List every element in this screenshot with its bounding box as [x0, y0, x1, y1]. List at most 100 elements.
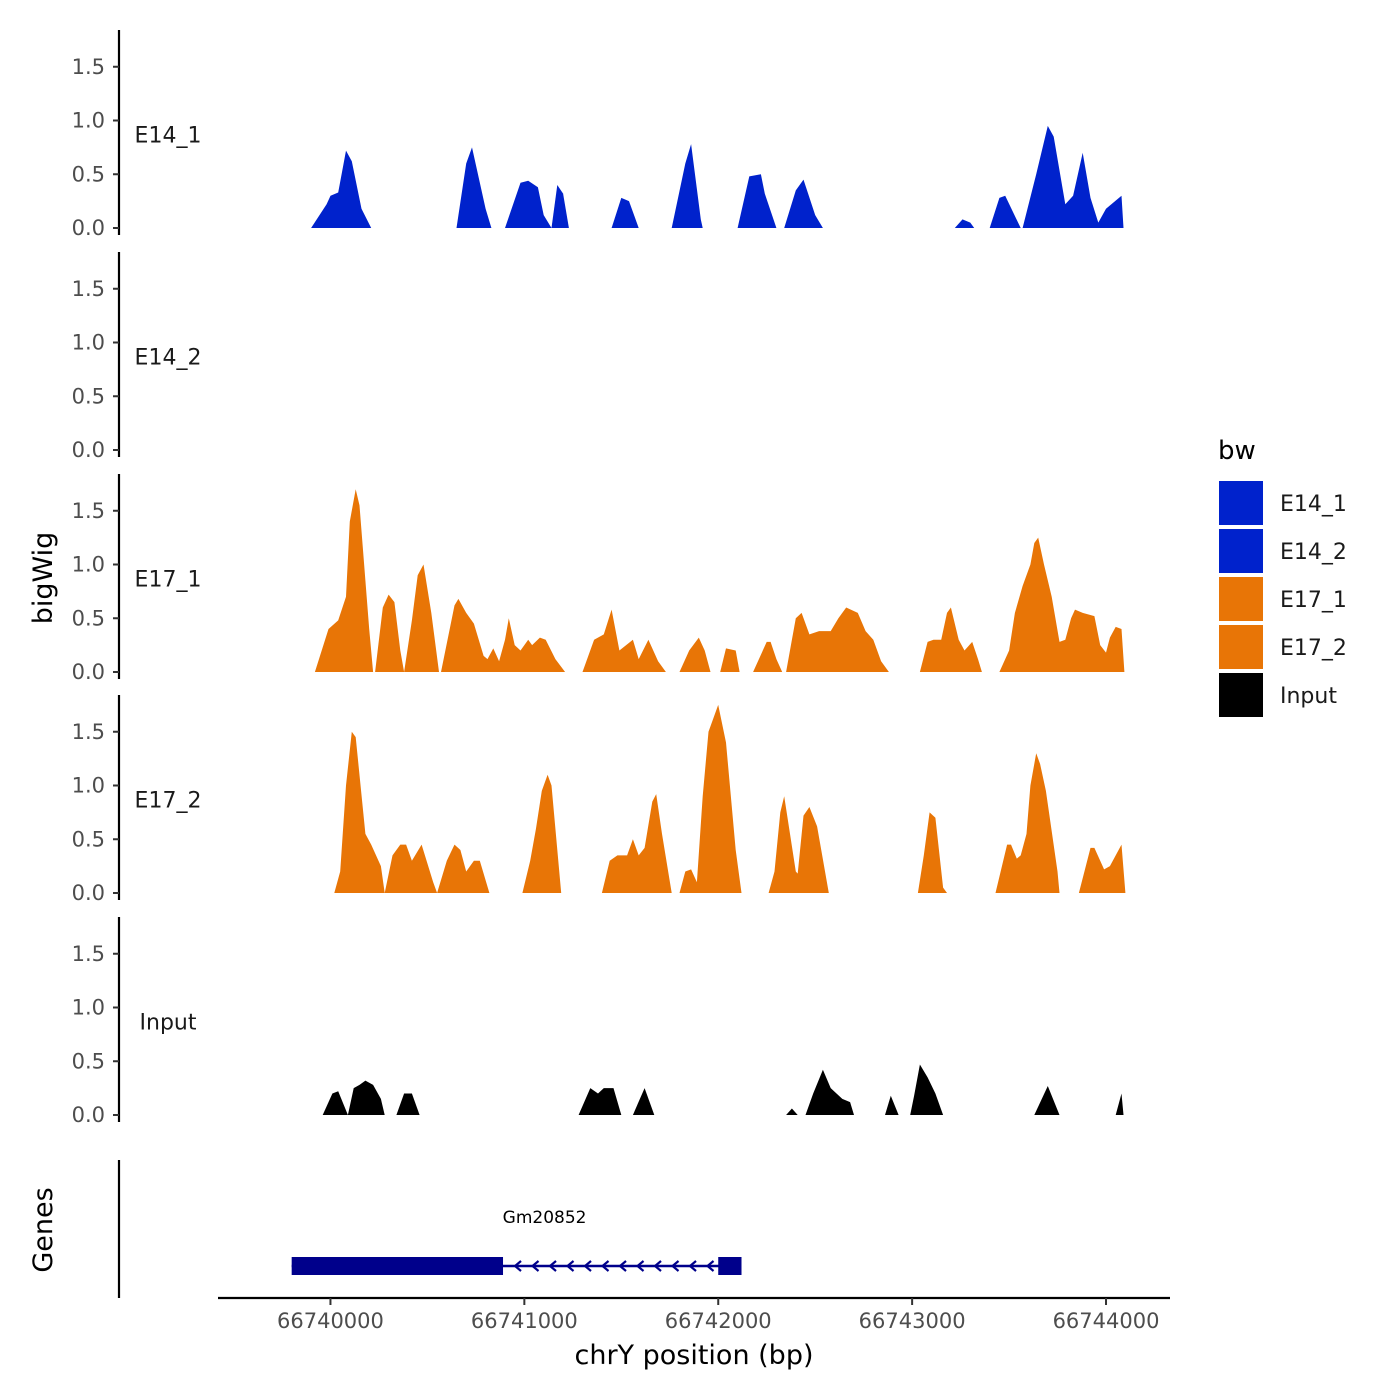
coverage-peak	[954, 219, 975, 228]
coverage-peak	[679, 704, 742, 893]
strand-arrow	[670, 1260, 680, 1272]
x-tick-label: 66743000	[859, 1309, 966, 1333]
coverage-peak	[334, 731, 385, 893]
strand-arrow	[705, 1260, 715, 1272]
coverage-peak	[1034, 1086, 1060, 1115]
legend-swatch	[1217, 671, 1265, 719]
coverage-peak	[1022, 125, 1124, 228]
coverage-peak	[347, 1080, 385, 1115]
track-E14_1: 0.0 0.5 1.0 1.5 E14_1	[72, 30, 1124, 240]
strand-arrow	[618, 1260, 627, 1272]
strand-arrow	[583, 1260, 592, 1272]
gene-track: Gm20852	[117, 1160, 742, 1298]
track-label: E14_2	[135, 346, 202, 371]
y-tick-label: 1.5	[72, 499, 105, 523]
coverage-peak	[522, 774, 562, 893]
coverage-peak	[396, 1093, 420, 1115]
coverage-peak	[375, 594, 405, 672]
legend-label: Input	[1280, 684, 1337, 709]
legend-swatch	[1217, 527, 1265, 575]
coverage-peak	[995, 753, 1060, 893]
x-tick-label: 66741000	[471, 1309, 578, 1333]
coverage-peak	[611, 197, 639, 228]
coverage-peak	[919, 607, 982, 672]
strand-arrow	[513, 1260, 522, 1272]
legend-label: E14_2	[1280, 540, 1347, 565]
x-tick-label: 66744000	[1053, 1309, 1160, 1333]
y-tick-label: 1.0	[72, 109, 105, 133]
y-tick-label: 0.0	[72, 216, 105, 240]
coverage-peak	[456, 147, 492, 228]
strand-arrow	[635, 1260, 645, 1272]
coverage-peak	[753, 641, 783, 672]
legend-swatch	[1217, 623, 1265, 671]
coverage-peak	[314, 489, 374, 672]
track-label: E17_1	[135, 568, 202, 593]
track-Input: 0.0 0.5 1.0 1.5 Input	[72, 917, 1124, 1127]
strand-arrow	[530, 1260, 540, 1272]
gene-exon	[291, 1257, 504, 1275]
coverage-peak	[737, 174, 777, 228]
y-axis-title: bigWig	[28, 532, 59, 625]
coverage-peak	[885, 1095, 899, 1115]
y-tick-label: 1.5	[72, 720, 105, 744]
track-E14_2: 0.0 0.5 1.0 1.5 E14_2	[72, 252, 202, 462]
y-tick-label: 0.0	[72, 1103, 105, 1127]
legend-swatch	[1217, 479, 1265, 527]
coverage-peak	[437, 844, 490, 893]
track-E17_1: 0.0 0.5 1.0 1.5 E17_1	[72, 474, 1125, 684]
coverage-peak	[632, 1088, 655, 1115]
coverage-peak	[989, 195, 1021, 228]
y-tick-label: 0.5	[72, 606, 105, 630]
coverage-peak	[679, 637, 711, 672]
track-label: Input	[140, 1011, 197, 1036]
y-tick-label: 1.0	[72, 774, 105, 798]
coverage-peak	[786, 1108, 798, 1115]
y-tick-label: 1.0	[72, 996, 105, 1020]
strand-arrow	[688, 1260, 697, 1272]
track-label: E17_2	[135, 789, 202, 814]
strand-arrow	[548, 1260, 557, 1272]
strand-arrow	[653, 1260, 662, 1272]
coverage-peak	[404, 564, 439, 672]
y-tick-label: 1.5	[72, 277, 105, 301]
coverage-peak	[601, 794, 672, 893]
x-tick-label: 66742000	[665, 1309, 772, 1333]
coverage-peak	[720, 648, 740, 672]
y-tick-label: 0.5	[72, 827, 105, 851]
coverage-peak	[551, 185, 569, 228]
strand-arrow	[565, 1260, 575, 1272]
y-tick-label: 0.0	[72, 881, 105, 905]
y-tick-label: 1.5	[72, 942, 105, 966]
gene-exon	[718, 1257, 742, 1275]
gene-Gm20852: Gm20852	[291, 1208, 742, 1275]
legend-label: E14_1	[1280, 492, 1347, 517]
track-E17_2: 0.0 0.5 1.0 1.5 E17_2	[72, 695, 1126, 905]
strand-arrow	[600, 1260, 610, 1272]
legend-label: E17_1	[1280, 588, 1347, 613]
gene-name-label: Gm20852	[503, 1208, 587, 1228]
coverage-peak	[805, 1069, 854, 1115]
coverage-peak	[910, 1064, 944, 1115]
y-tick-label: 1.0	[72, 553, 105, 577]
y-tick-label: 0.0	[72, 438, 105, 462]
legend-label: E17_2	[1280, 636, 1347, 661]
coverage-peak	[768, 796, 829, 893]
y-tick-label: 0.5	[72, 384, 105, 408]
y-tick-label: 0.5	[72, 162, 105, 186]
coverage-peak	[917, 812, 947, 893]
coverage-peak	[505, 180, 552, 228]
coverage-peak	[786, 607, 889, 672]
coverage-peak	[1078, 844, 1126, 893]
coverage-peak	[671, 144, 703, 228]
coverage-tracks: 0.0 0.5 1.0 1.5 E14_1 0.0 0.5 1.0 1.5 E14_2 0.0 0.5…	[72, 30, 1126, 1127]
y-tick-label: 0.0	[72, 660, 105, 684]
x-tick-label: 66740000	[277, 1309, 384, 1333]
x-axis-title: chrY position (bp)	[574, 1340, 813, 1371]
coverage-peak	[582, 609, 666, 672]
coverage-peak	[441, 598, 566, 672]
y-tick-label: 1.5	[72, 55, 105, 79]
coverage-peak	[1115, 1093, 1124, 1115]
coverage-peak	[322, 1091, 348, 1115]
